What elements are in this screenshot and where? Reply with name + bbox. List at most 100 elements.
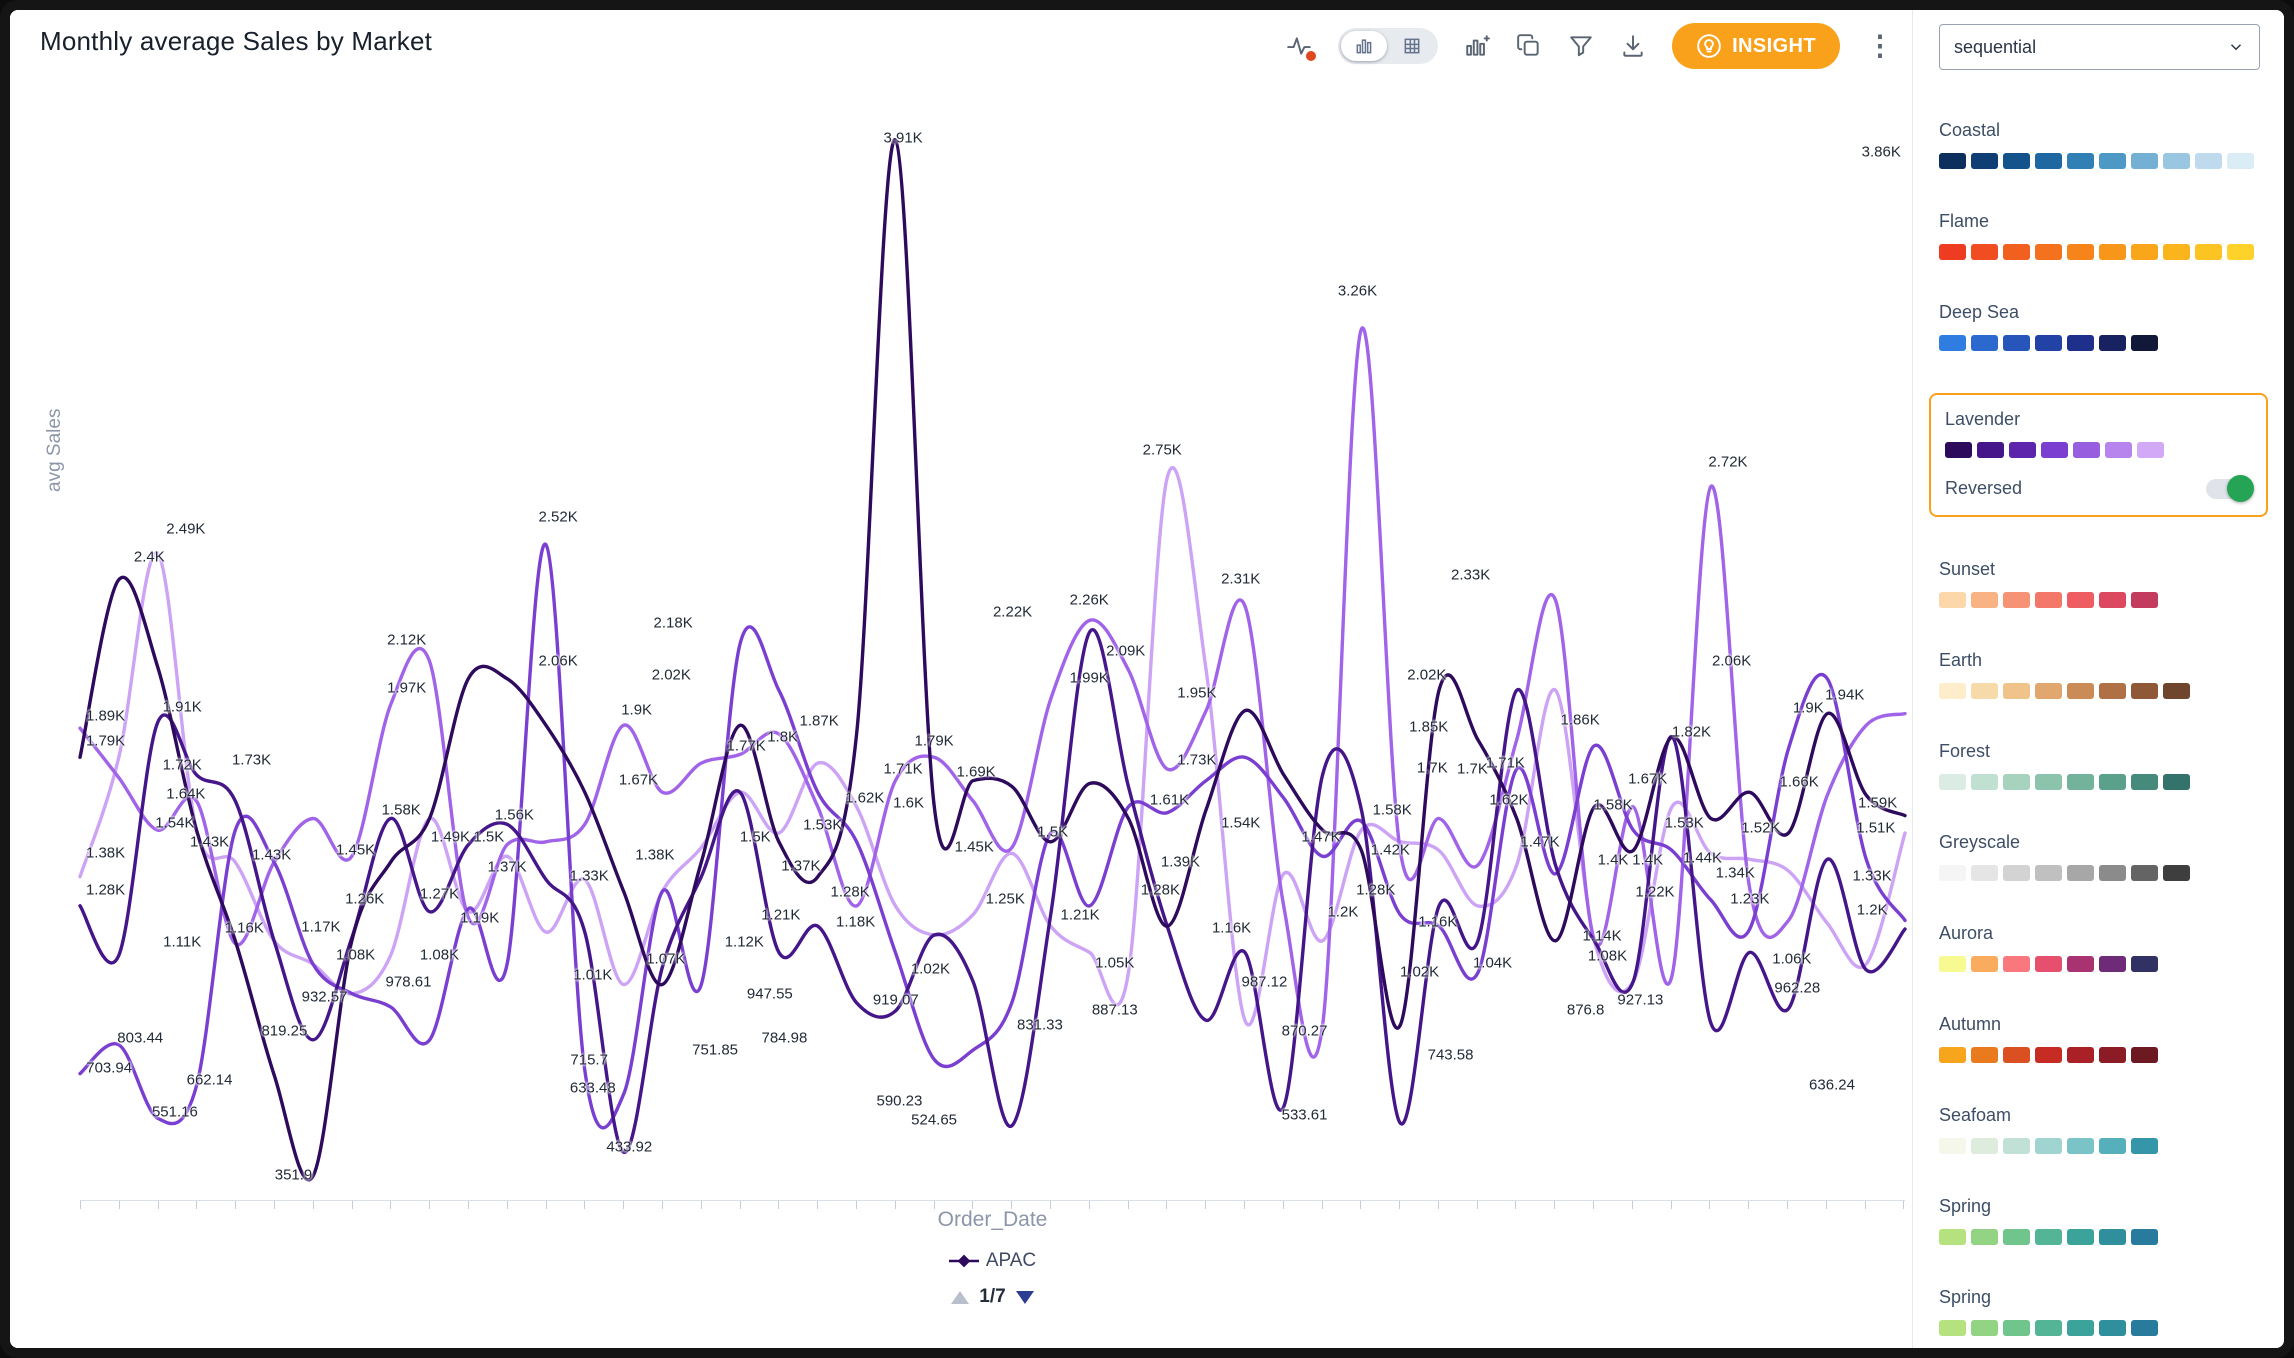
- color-swatch: [2131, 1138, 2158, 1154]
- color-swatch: [2067, 335, 2094, 351]
- palette-name: Spring: [1939, 1196, 1992, 1216]
- more-menu-icon[interactable]: ⋮: [1866, 30, 1894, 61]
- x-axis-tick: [1554, 1201, 1556, 1209]
- palette-type-select[interactable]: sequential: [1939, 24, 2260, 70]
- color-swatch: [2067, 244, 2094, 260]
- color-swatch: [1945, 442, 1972, 458]
- line-series-apac[interactable]: [78, 138, 1907, 1182]
- color-swatch: [2099, 956, 2126, 972]
- palette-option-coastal[interactable]: Coastal: [1939, 120, 2260, 169]
- legend-label[interactable]: APAC: [985, 1250, 1037, 1271]
- color-swatch: [2003, 335, 2030, 351]
- color-swatch: [1939, 592, 1966, 608]
- reversed-toggle[interactable]: [2206, 474, 2254, 502]
- palette-name: Greyscale: [1939, 832, 2021, 852]
- x-axis-tick: [584, 1201, 586, 1209]
- insight-button[interactable]: INSIGHT: [1672, 23, 1840, 69]
- palette-name: Aurora: [1939, 923, 1994, 943]
- line-series[interactable]: [78, 326, 1907, 1059]
- palette-swatches: [1939, 1229, 2260, 1245]
- color-swatch: [2099, 244, 2126, 260]
- x-axis-tick: [196, 1201, 198, 1209]
- download-icon[interactable]: [1620, 33, 1646, 59]
- color-swatch: [2003, 683, 2030, 699]
- color-swatch: [1971, 1320, 1998, 1336]
- color-swatch: [2131, 592, 2158, 608]
- palette-option-forest[interactable]: Forest: [1939, 741, 2260, 790]
- x-axis-tick: [429, 1201, 431, 1209]
- color-swatch: [2041, 442, 2068, 458]
- legend-page-up-icon[interactable]: [951, 1290, 970, 1304]
- x-axis-tick: [1205, 1201, 1207, 1209]
- color-swatch: [1971, 683, 1998, 699]
- palette-option-lavender[interactable]: Lavender Reversed: [1929, 393, 2268, 517]
- x-axis-tick: [1825, 1201, 1827, 1209]
- line-series[interactable]: [78, 466, 1907, 1027]
- view-toggle: [1338, 28, 1439, 64]
- palette-option-flame[interactable]: Flame: [1939, 211, 2260, 260]
- palette-option-aurora[interactable]: Aurora: [1939, 923, 2260, 972]
- color-swatch: [1939, 683, 1966, 699]
- chart-canvas[interactable]: [78, 70, 1907, 1200]
- palette-swatches: [1939, 1047, 2260, 1063]
- palette-option-deep-sea[interactable]: Deep Sea: [1939, 302, 2260, 351]
- color-swatch: [2003, 774, 2030, 790]
- chart-plot-area[interactable]: 3.91K 3.86K 3.26K 2.75K 2.72K 2.52K 2.49K 2.4K 2…: [78, 70, 1907, 1209]
- chart-card: Monthly average Sales by Market: [10, 10, 1912, 1348]
- color-swatch: [2163, 683, 2190, 699]
- palette-option-seafoam[interactable]: Seafoam: [1939, 1105, 2260, 1154]
- color-swatch: [2163, 244, 2190, 260]
- analyze-icon[interactable]: [1286, 33, 1319, 63]
- change-visualization-icon[interactable]: [1464, 33, 1490, 59]
- color-swatch: [2099, 774, 2126, 790]
- color-swatch: [1939, 774, 1966, 790]
- palette-option-spring[interactable]: Spring: [1939, 1196, 2260, 1245]
- color-swatch: [1939, 335, 1966, 351]
- x-axis-tick: [894, 1201, 896, 1209]
- color-swatch: [2035, 1229, 2062, 1245]
- color-swatch: [2131, 335, 2158, 351]
- x-axis-tick: [1903, 1201, 1905, 1209]
- filter-icon[interactable]: [1568, 33, 1594, 59]
- table-view-button[interactable]: [1389, 31, 1435, 61]
- palette-option-greyscale[interactable]: Greyscale: [1939, 832, 2260, 881]
- color-swatch: [1939, 1229, 1966, 1245]
- copy-icon[interactable]: [1516, 33, 1542, 59]
- color-swatch: [2035, 335, 2062, 351]
- color-swatch: [2131, 683, 2158, 699]
- color-swatch: [2099, 335, 2126, 351]
- chart-view-button[interactable]: [1341, 31, 1388, 61]
- color-swatch: [1939, 865, 1966, 881]
- alert-badge: [1304, 49, 1319, 63]
- x-axis-tick: [312, 1201, 314, 1209]
- line-series[interactable]: [78, 542, 1907, 1130]
- palette-type-value: sequential: [1954, 36, 2037, 57]
- color-swatch: [2003, 1229, 2030, 1245]
- color-swatch: [2105, 442, 2132, 458]
- color-swatch: [2195, 153, 2222, 169]
- line-series[interactable]: [78, 628, 1907, 1154]
- color-swatch: [1971, 244, 1998, 260]
- color-swatch: [2067, 956, 2094, 972]
- color-swatch: [2131, 244, 2158, 260]
- palette-option-spring[interactable]: Spring: [1939, 1287, 2260, 1336]
- color-swatch: [2131, 1229, 2158, 1245]
- color-swatch: [1939, 1047, 1966, 1063]
- x-axis-tick: [661, 1201, 663, 1209]
- palette-swatches: [1939, 865, 2260, 881]
- color-swatch: [2073, 442, 2100, 458]
- color-swatch: [2035, 956, 2062, 972]
- palette-option-autumn[interactable]: Autumn: [1939, 1014, 2260, 1063]
- palette-name: Spring: [1939, 1287, 1992, 1307]
- color-swatch: [2099, 1138, 2126, 1154]
- color-swatch: [2163, 865, 2190, 881]
- legend-page-down-icon[interactable]: [1015, 1290, 1034, 1304]
- y-axis-title: avg Sales: [44, 408, 65, 492]
- palette-option-earth[interactable]: Earth: [1939, 650, 2260, 699]
- color-swatch: [2227, 153, 2254, 169]
- x-axis-tick: [235, 1201, 237, 1209]
- palette-option-sunset[interactable]: Sunset: [1939, 559, 2260, 608]
- x-axis-tick: [118, 1201, 120, 1209]
- page-title: Monthly average Sales by Market: [40, 26, 433, 56]
